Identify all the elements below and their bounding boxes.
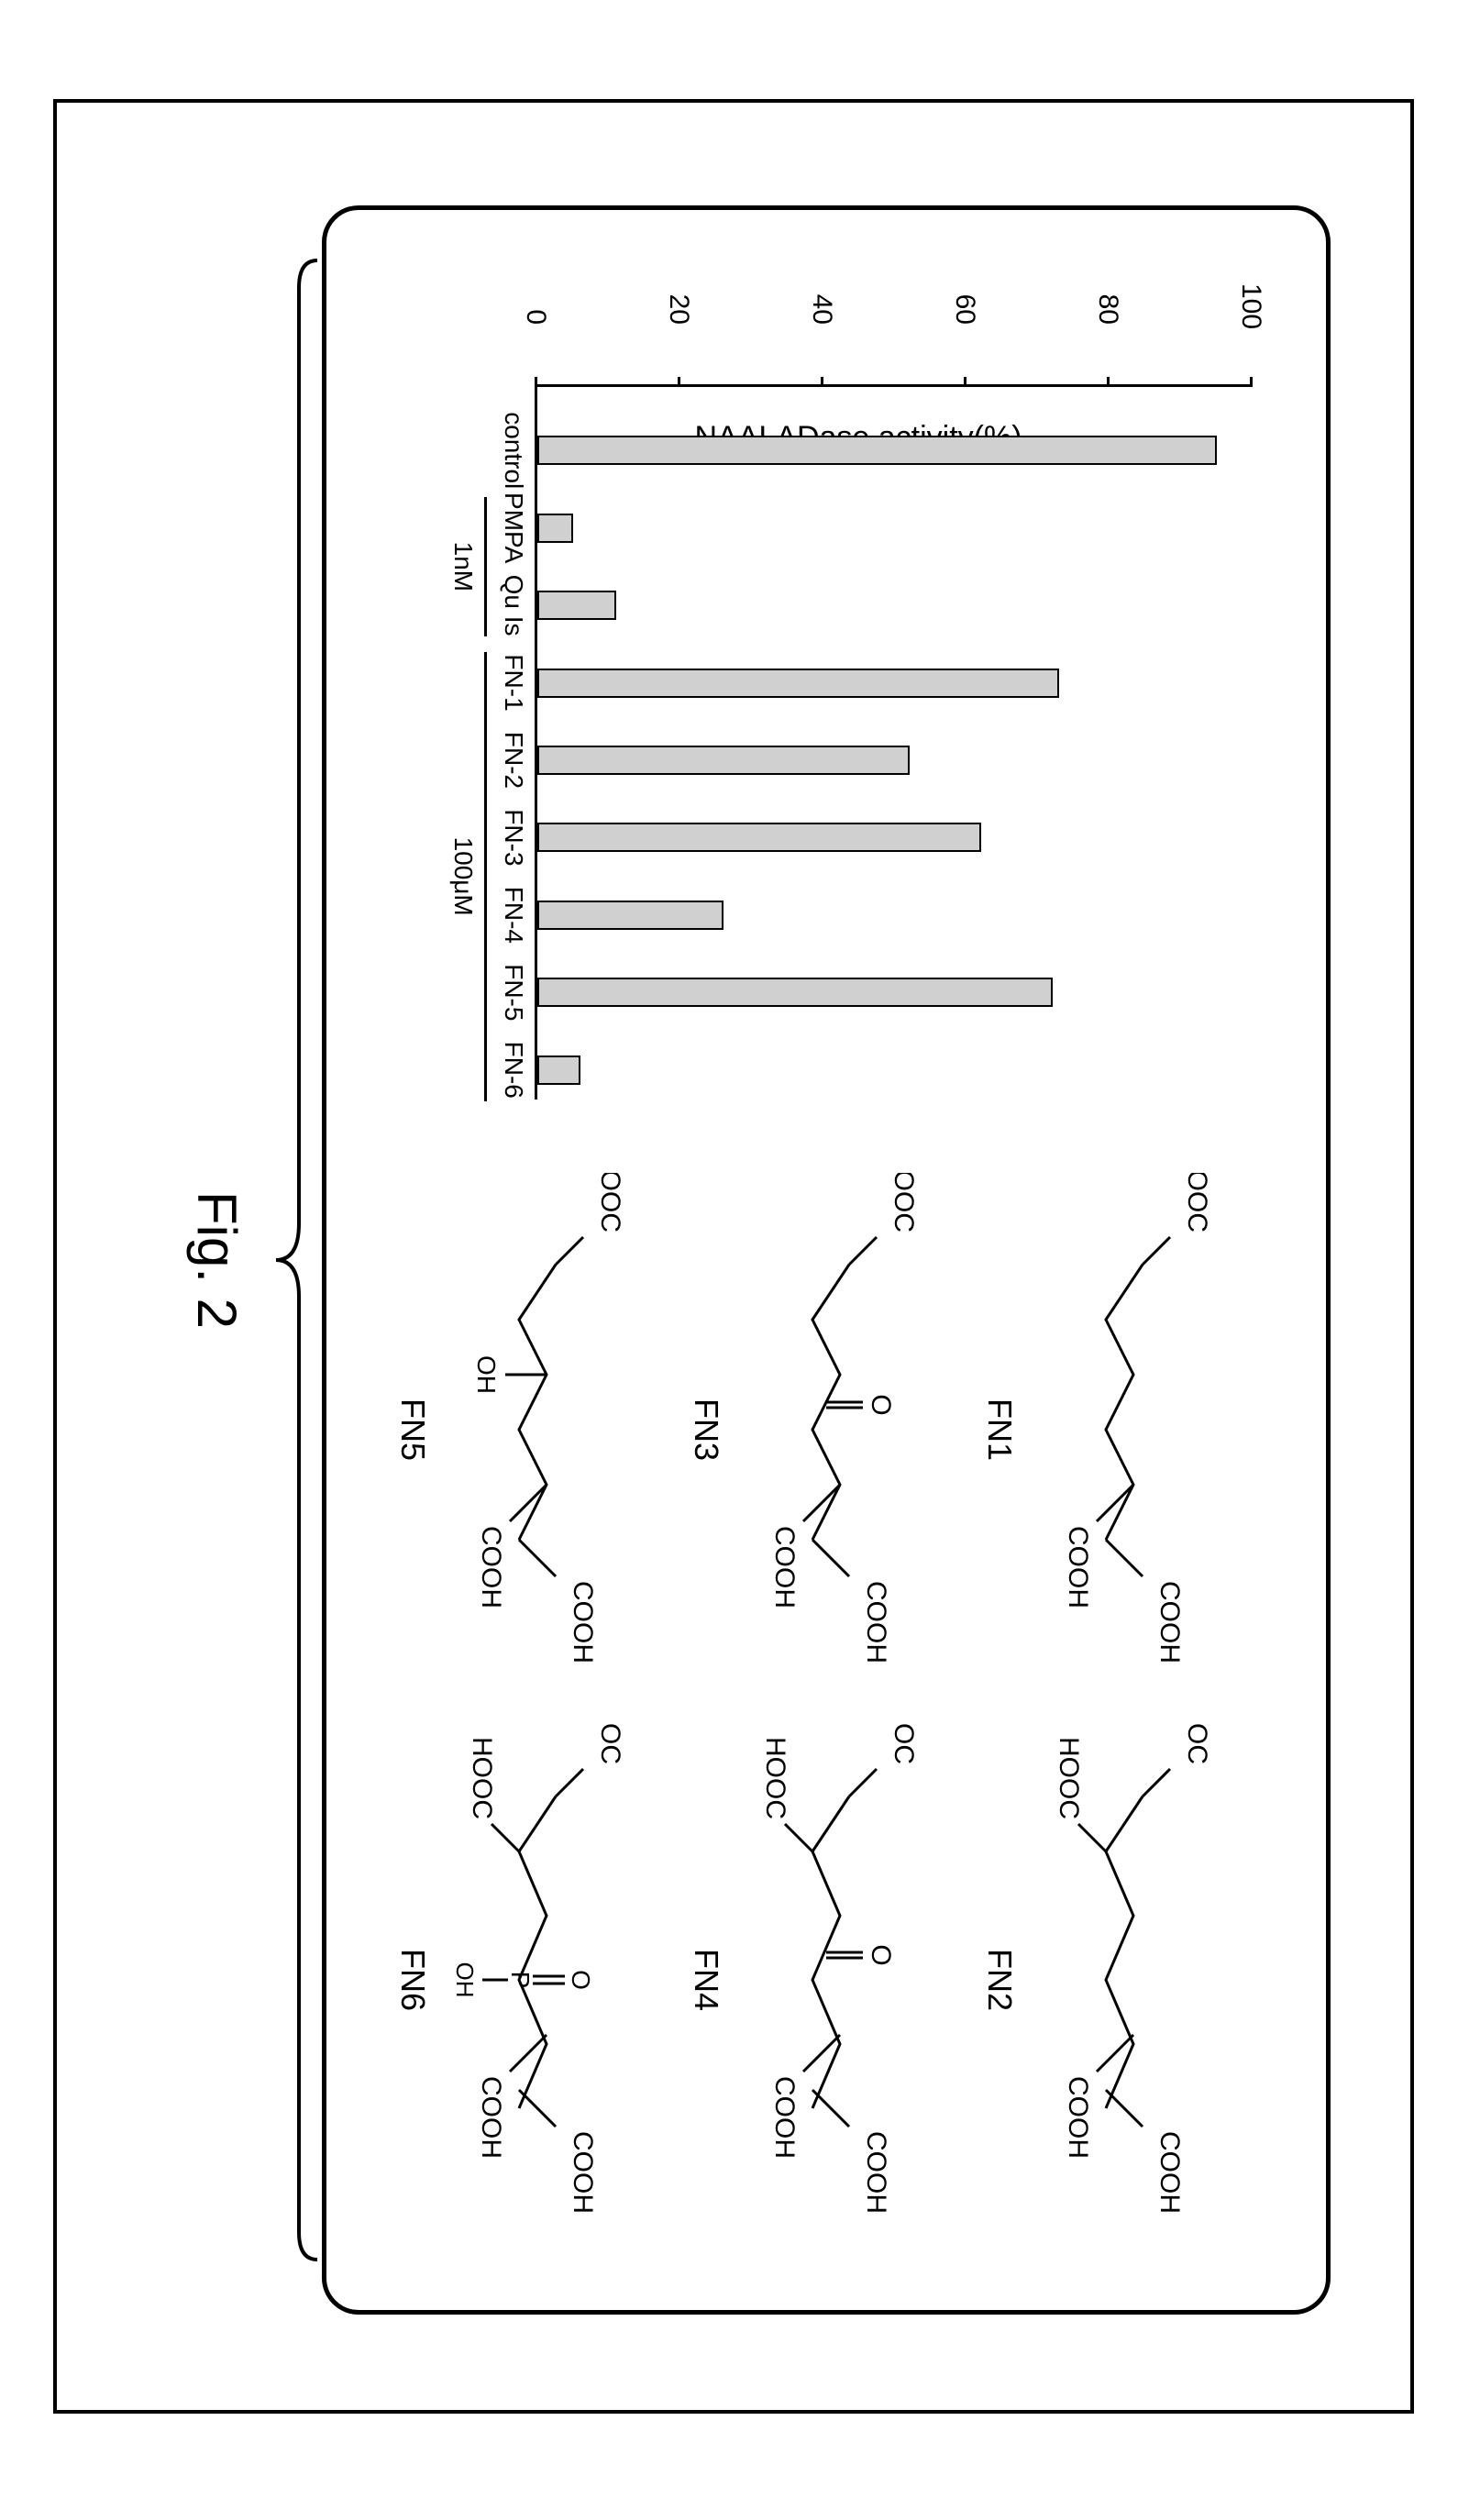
structure-fn6: HOOC HOOC COOH COOH P O OH FN6 bbox=[393, 1723, 666, 2237]
bar-fn-2 bbox=[537, 746, 910, 775]
svg-text:HOOC: HOOC bbox=[1182, 1173, 1212, 1232]
bar-pmpa bbox=[537, 514, 573, 543]
y-tick-mark bbox=[1250, 377, 1253, 386]
bar-fn-6 bbox=[537, 1056, 580, 1085]
x-label: control bbox=[499, 412, 528, 489]
y-tick-label: 80 bbox=[1092, 283, 1123, 325]
svg-text:O: O bbox=[567, 1970, 595, 1990]
bar-control bbox=[537, 436, 1217, 465]
x-label: FN-6 bbox=[499, 1042, 528, 1099]
svg-text:COOH: COOH bbox=[568, 1581, 598, 1663]
svg-text:COOH: COOH bbox=[476, 2076, 506, 2159]
concentration-line bbox=[484, 652, 487, 1101]
structure-fn2: HOOC HOOC COOH COOH FN2 bbox=[980, 1723, 1253, 2237]
figure-caption: Fig. 2 bbox=[185, 1191, 249, 1329]
y-tick-label: 20 bbox=[663, 283, 694, 325]
x-label: Qu Is bbox=[499, 575, 528, 636]
svg-text:EtOOC: EtOOC bbox=[595, 1173, 625, 1232]
bar-fn-4 bbox=[537, 901, 723, 930]
svg-text:COOH: COOH bbox=[769, 1526, 800, 1608]
x-label: FN-5 bbox=[499, 964, 528, 1021]
svg-text:HOOC: HOOC bbox=[467, 1737, 497, 1819]
structure-label: FN2 bbox=[980, 1723, 1019, 2237]
svg-text:P: P bbox=[506, 1972, 535, 1989]
bar-qu-is bbox=[537, 591, 616, 620]
y-tick-label: 60 bbox=[949, 283, 980, 325]
structure-svg: EtOOC COOH COOH OH bbox=[446, 1173, 666, 1686]
structure-fn3: HOOC COOH COOH O FN3 bbox=[687, 1173, 959, 1686]
bar-fn-3 bbox=[537, 823, 981, 852]
structure-svg: HOOC COOH COOH O bbox=[739, 1173, 959, 1686]
svg-text:HOOC: HOOC bbox=[1054, 1737, 1084, 1819]
structure-svg: HOOC HOOC COOH COOH bbox=[1033, 1723, 1253, 2237]
bar-fn-1 bbox=[537, 669, 1059, 698]
structure-svg: HOOC HOOC COOH COOH O bbox=[739, 1723, 959, 2237]
bar-chart: NAALADase activity(%) 020406080100 contr… bbox=[446, 329, 1271, 1109]
svg-text:COOH: COOH bbox=[476, 1526, 506, 1608]
y-axis bbox=[537, 384, 1253, 387]
structure-label: FN3 bbox=[687, 1173, 725, 1686]
svg-text:COOH: COOH bbox=[1063, 1526, 1093, 1608]
svg-text:HOOC: HOOC bbox=[889, 1723, 919, 1764]
structure-fn5: EtOOC COOH COOH OH FN5 bbox=[393, 1173, 666, 1686]
svg-text:HOOC: HOOC bbox=[595, 1723, 625, 1764]
structure-label: FN4 bbox=[687, 1723, 725, 2237]
svg-text:COOH: COOH bbox=[861, 1581, 891, 1663]
svg-text:O: O bbox=[866, 1944, 896, 1965]
concentration-label: 100μM bbox=[448, 837, 478, 916]
structure-label: FN5 bbox=[393, 1173, 432, 1686]
svg-text:O: O bbox=[866, 1394, 896, 1415]
svg-text:HOOC: HOOC bbox=[889, 1173, 919, 1232]
svg-text:OH: OH bbox=[451, 1962, 479, 1998]
x-label: FN-1 bbox=[499, 654, 528, 711]
structure-fn1: HOOC COOH COOH FN1 bbox=[980, 1173, 1253, 1686]
structure-label: FN1 bbox=[980, 1173, 1019, 1686]
concentration-line bbox=[484, 497, 487, 636]
y-tick-mark bbox=[1107, 377, 1110, 386]
structure-label: FN6 bbox=[393, 1723, 432, 2237]
svg-text:COOH: COOH bbox=[1154, 1581, 1185, 1663]
y-tick-mark bbox=[535, 377, 537, 386]
svg-text:HOOC: HOOC bbox=[1182, 1723, 1212, 1764]
concentration-label: 1nM bbox=[448, 542, 478, 591]
svg-text:COOH: COOH bbox=[1154, 2131, 1185, 2214]
structure-svg: HOOC HOOC COOH COOH P O OH bbox=[446, 1723, 666, 2237]
y-tick-label: 40 bbox=[806, 283, 837, 325]
svg-text:HOOC: HOOC bbox=[760, 1737, 790, 1819]
y-tick-label: 0 bbox=[520, 283, 551, 325]
x-label: FN-2 bbox=[499, 732, 528, 789]
svg-text:COOH: COOH bbox=[568, 2131, 598, 2214]
svg-text:COOH: COOH bbox=[1063, 2076, 1093, 2159]
bar-fn-5 bbox=[537, 978, 1053, 1007]
figure-panel: NAALADase activity(%) 020406080100 contr… bbox=[322, 205, 1331, 2315]
svg-text:COOH: COOH bbox=[861, 2131, 891, 2214]
svg-text:COOH: COOH bbox=[769, 2076, 800, 2159]
y-tick-mark bbox=[821, 377, 823, 386]
figure-content: NAALADase activity(%) 020406080100 contr… bbox=[47, 114, 1422, 2406]
svg-text:OH: OH bbox=[472, 1355, 501, 1394]
x-label: PMPA bbox=[499, 492, 528, 563]
y-tick-mark bbox=[678, 377, 680, 386]
x-label: FN-3 bbox=[499, 809, 528, 866]
y-tick-mark bbox=[964, 377, 966, 386]
curly-brace bbox=[267, 251, 322, 2269]
chemical-structures: HOOC COOH COOH FN1 HOOC HOOC COOH COOH FN2 HOOC CO… bbox=[381, 1173, 1253, 2273]
structure-svg: HOOC COOH COOH bbox=[1033, 1173, 1253, 1686]
structure-fn4: HOOC HOOC COOH COOH O FN4 bbox=[687, 1723, 959, 2237]
x-label: FN-4 bbox=[499, 887, 528, 944]
y-tick-label: 100 bbox=[1235, 283, 1266, 325]
